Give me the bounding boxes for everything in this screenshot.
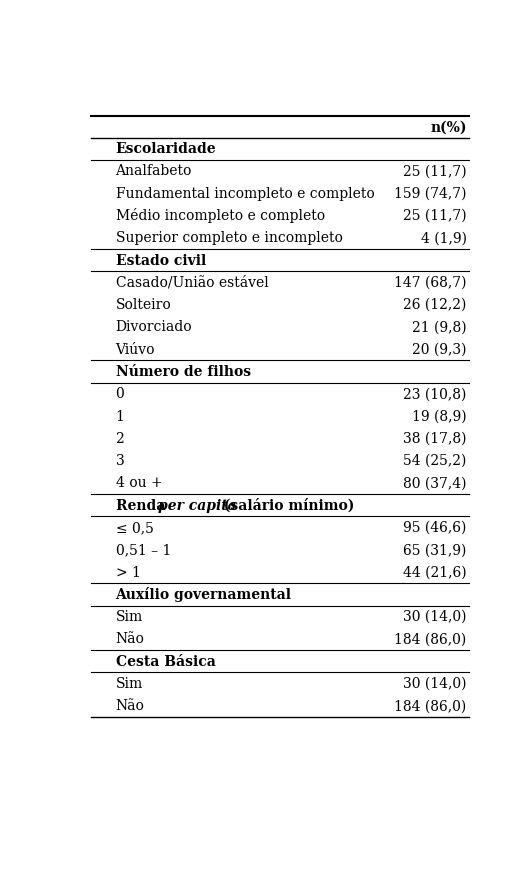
Text: 2: 2 [116, 431, 125, 446]
Text: 30 (14,0): 30 (14,0) [403, 610, 467, 624]
Text: Cesta Básica: Cesta Básica [116, 654, 215, 668]
Text: Fundamental incompleto e completo: Fundamental incompleto e completo [116, 187, 374, 201]
Text: Casado/União estável: Casado/União estável [116, 276, 268, 289]
Text: Não: Não [116, 699, 144, 713]
Text: Divorciado: Divorciado [116, 320, 192, 334]
Text: 21 (9,8): 21 (9,8) [412, 320, 467, 334]
Text: 1: 1 [116, 410, 125, 424]
Text: 147 (68,7): 147 (68,7) [394, 276, 467, 289]
Text: (salário mínimo): (salário mínimo) [218, 498, 354, 513]
Text: 38 (17,8): 38 (17,8) [403, 431, 467, 446]
Text: 3: 3 [116, 454, 125, 468]
Text: Solteiro: Solteiro [116, 298, 171, 312]
Text: Escolaridade: Escolaridade [116, 142, 216, 156]
Text: 0: 0 [116, 388, 125, 402]
Text: 184 (86,0): 184 (86,0) [394, 699, 467, 713]
Text: 80 (37,4): 80 (37,4) [403, 476, 467, 490]
Text: Médio incompleto e completo: Médio incompleto e completo [116, 209, 325, 224]
Text: > 1: > 1 [116, 566, 140, 580]
Text: 20 (9,3): 20 (9,3) [412, 343, 467, 357]
Text: 25 (11,7): 25 (11,7) [403, 209, 467, 223]
Text: 44 (21,6): 44 (21,6) [403, 566, 467, 580]
Text: Analfabeto: Analfabeto [116, 164, 192, 178]
Text: 184 (86,0): 184 (86,0) [394, 632, 467, 646]
Text: 30 (14,0): 30 (14,0) [403, 677, 467, 691]
Text: Número de filhos: Número de filhos [116, 365, 251, 379]
Text: Auxílio governamental: Auxílio governamental [116, 588, 292, 602]
Text: 23 (10,8): 23 (10,8) [403, 388, 467, 402]
Text: Superior completo e incompleto: Superior completo e incompleto [116, 232, 342, 246]
Text: 95 (46,6): 95 (46,6) [403, 521, 467, 535]
Text: 54 (25,2): 54 (25,2) [403, 454, 467, 468]
Text: 25 (11,7): 25 (11,7) [403, 164, 467, 178]
Text: 65 (31,9): 65 (31,9) [403, 543, 467, 557]
Text: 4 (1,9): 4 (1,9) [421, 232, 467, 246]
Text: 19 (8,9): 19 (8,9) [412, 410, 467, 424]
Text: 4 ou +: 4 ou + [116, 476, 162, 490]
Text: Não: Não [116, 632, 144, 646]
Text: n(%): n(%) [430, 120, 467, 134]
Text: Viúvo: Viúvo [116, 343, 155, 357]
Text: Sim: Sim [116, 677, 143, 691]
Text: Sim: Sim [116, 610, 143, 624]
Text: 159 (74,7): 159 (74,7) [394, 187, 467, 201]
Text: Estado civil: Estado civil [116, 253, 206, 267]
Text: Renda: Renda [116, 499, 170, 513]
Text: 0,51 – 1: 0,51 – 1 [116, 543, 171, 557]
Text: 26 (12,2): 26 (12,2) [403, 298, 467, 312]
Text: ≤ 0,5: ≤ 0,5 [116, 521, 153, 535]
Text: per capita: per capita [157, 499, 236, 513]
